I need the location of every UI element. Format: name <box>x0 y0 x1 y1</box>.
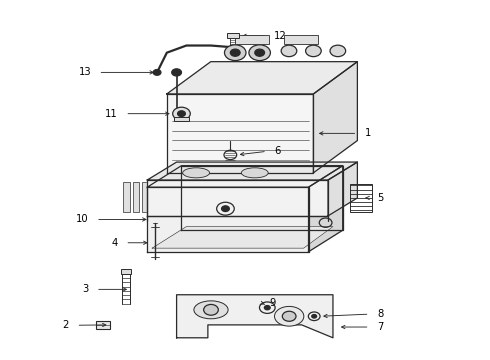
Circle shape <box>153 69 161 75</box>
Polygon shape <box>147 187 309 252</box>
Bar <box>350 184 372 212</box>
Text: 13: 13 <box>78 67 91 77</box>
Bar <box>174 117 189 121</box>
Circle shape <box>282 311 296 321</box>
Bar <box>96 321 110 329</box>
Ellipse shape <box>183 168 210 178</box>
Polygon shape <box>176 295 333 338</box>
Polygon shape <box>314 62 357 173</box>
Text: 4: 4 <box>112 238 118 248</box>
Polygon shape <box>147 162 357 180</box>
Polygon shape <box>309 166 343 252</box>
Circle shape <box>249 45 270 60</box>
Bar <box>123 182 130 212</box>
Text: 9: 9 <box>270 298 276 309</box>
Bar <box>143 182 149 212</box>
Circle shape <box>312 315 317 318</box>
Circle shape <box>230 49 240 56</box>
Circle shape <box>204 305 219 315</box>
Text: 5: 5 <box>377 193 383 203</box>
Text: 8: 8 <box>377 309 383 319</box>
Text: 10: 10 <box>76 215 89 224</box>
Polygon shape <box>152 226 333 248</box>
Ellipse shape <box>194 301 228 319</box>
Polygon shape <box>167 62 357 94</box>
Ellipse shape <box>274 306 304 326</box>
Text: 2: 2 <box>63 320 69 330</box>
Bar <box>284 35 318 44</box>
Polygon shape <box>147 180 328 216</box>
Circle shape <box>264 306 270 310</box>
Circle shape <box>255 49 265 56</box>
Circle shape <box>224 45 246 60</box>
Circle shape <box>221 206 229 212</box>
Circle shape <box>172 107 190 120</box>
Ellipse shape <box>242 168 268 178</box>
Text: 12: 12 <box>274 31 287 41</box>
Text: 1: 1 <box>365 129 371 138</box>
Text: 11: 11 <box>105 109 118 119</box>
Circle shape <box>177 111 185 117</box>
Bar <box>122 269 131 274</box>
Polygon shape <box>328 162 357 216</box>
Circle shape <box>330 45 345 57</box>
Polygon shape <box>167 94 314 173</box>
Polygon shape <box>181 166 343 230</box>
Text: 6: 6 <box>274 146 281 156</box>
Circle shape <box>281 45 297 57</box>
Circle shape <box>172 69 181 76</box>
Circle shape <box>306 45 321 57</box>
Bar <box>133 182 140 212</box>
Text: 3: 3 <box>82 284 89 294</box>
Text: 7: 7 <box>377 322 383 332</box>
Bar <box>235 35 270 44</box>
Bar <box>227 33 239 39</box>
Polygon shape <box>147 166 343 187</box>
